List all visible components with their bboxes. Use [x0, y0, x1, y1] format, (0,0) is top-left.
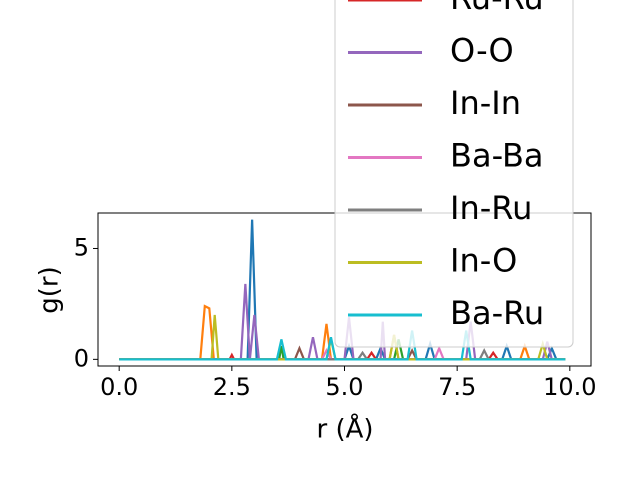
x-axis-label: r (Å)	[316, 413, 373, 445]
series-line	[119, 345, 566, 361]
x-tick-label: 0.0	[100, 373, 138, 401]
series-line	[119, 345, 566, 361]
x-tick-label: 2.5	[213, 373, 251, 401]
legend: Ru-Ru O-O In-In Ba-Ba In-Ru In-O Ba-Ru	[334, 0, 574, 348]
legend-label: Ru-Ru	[450, 0, 544, 17]
series-line	[119, 348, 566, 361]
legend-label: In-O	[450, 242, 517, 280]
legend-label: In-Ru	[450, 189, 532, 227]
x-tick-label: 5.0	[325, 373, 363, 401]
legend-label: Ba-Ru	[450, 294, 544, 332]
y-tick-label: 0	[74, 344, 89, 372]
legend-box	[334, 0, 574, 348]
x-tick-label: 10.0	[543, 373, 596, 401]
x-tick-label: 7.5	[438, 373, 476, 401]
legend-label: Ba-Ba	[450, 137, 544, 175]
legend-label: O-O	[450, 32, 514, 70]
series-line	[119, 350, 566, 361]
y-axis-label: g(r)	[35, 266, 65, 313]
legend-label: In-In	[450, 84, 521, 122]
y-tick-label: 5	[74, 233, 89, 261]
